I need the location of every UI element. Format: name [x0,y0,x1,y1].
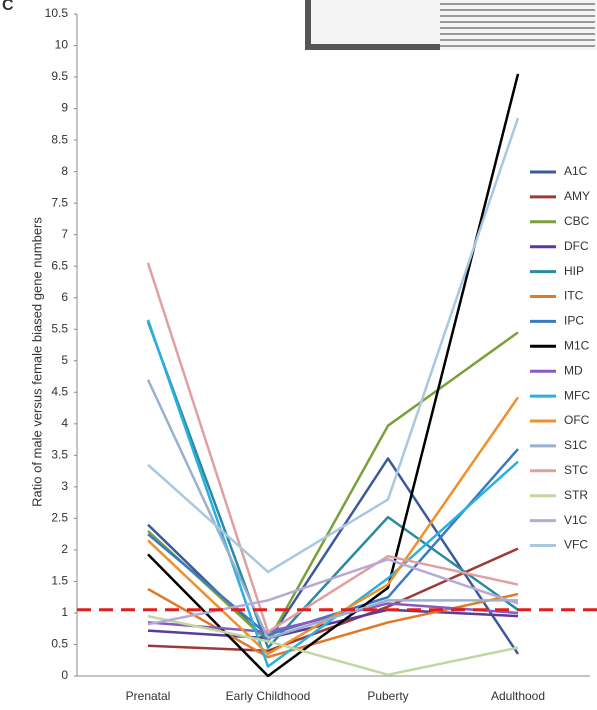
legend-label: DFC [564,239,589,253]
series-line [148,380,518,638]
legend-label: CBC [564,214,590,228]
x-tick-label: Prenatal [126,689,171,703]
legend-label: STC [564,463,588,477]
legend-label: M1C [564,338,590,352]
y-tick-label: 6 [61,290,68,304]
y-tick-label: 3.5 [51,448,68,462]
legend-label: IPC [564,314,584,328]
y-tick-label: 7 [61,227,68,241]
legend-label: MD [564,363,583,377]
legend-label: HIP [564,264,584,278]
y-tick-label: 2 [61,542,68,556]
legend-label: STR [564,488,588,502]
series-line [148,332,518,641]
legend-label: MFC [564,388,590,402]
series-line [148,118,518,572]
y-tick-label: 5 [61,353,68,367]
y-tick-label: 5.5 [51,321,68,335]
y-tick-label: 9 [61,101,68,115]
y-tick-label: 9.5 [51,69,68,83]
x-tick-label: Puberty [367,689,408,703]
series-line [148,616,518,675]
panel-label: C [2,0,14,14]
x-tick-label: Early Childhood [226,689,311,703]
inset-border [305,0,311,50]
chart: C Ratio of male versus female biased gen… [0,0,597,710]
series-line [148,322,518,648]
y-tick-label: 8 [61,164,68,178]
y-tick-label: 0 [61,668,68,682]
y-tick-label: 4.5 [51,384,68,398]
y-tick-label: 2.5 [51,511,68,525]
series-line [148,458,518,653]
y-tick-label: 4 [61,416,68,430]
legend-label: V1C [564,513,588,527]
y-axis-label: Ratio of male versus female biased gene … [29,217,44,507]
y-tick-label: 3 [61,479,68,493]
y-tick-label: 1.5 [51,574,68,588]
y-tick-label: 7.5 [51,195,68,209]
legend-label: AMY [564,189,590,203]
legend-label: OFC [564,413,590,427]
y-tick-label: 1 [61,605,68,619]
y-tick-label: 8.5 [51,132,68,146]
y-tick-label: 10.5 [45,6,69,20]
y-tick-label: 0.5 [51,637,68,651]
legend-label: A1C [564,164,588,178]
inset-document [305,0,597,50]
page: C Ratio of male versus female biased gen… [0,0,597,710]
inset-border [305,44,440,50]
legend-label: ITC [564,289,584,303]
y-tick-label: 6.5 [51,258,68,272]
inset-background [305,0,597,50]
y-tick-label: 10 [55,38,69,52]
legend-label: S1C [564,438,588,452]
x-tick-label: Adulthood [491,689,545,703]
legend-label: VFC [564,538,588,552]
